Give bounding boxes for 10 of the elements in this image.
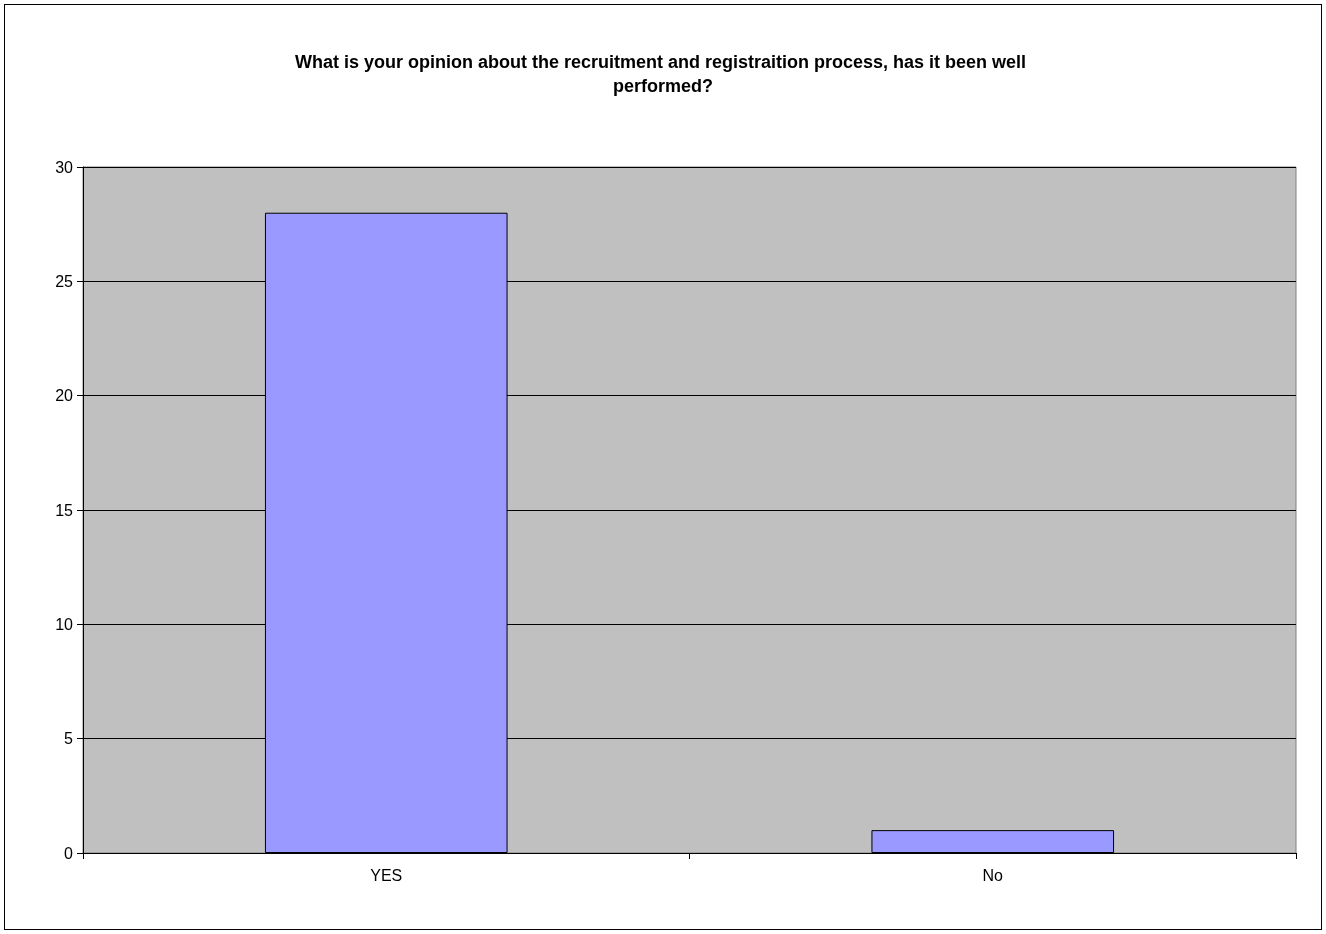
y-tick-label: 0 xyxy=(64,844,74,862)
y-tick-label: 15 xyxy=(55,501,74,519)
y-tick-label: 5 xyxy=(64,730,74,748)
x-tick-label: YES xyxy=(370,866,403,884)
chart-title: What is your opinion about the recruitment and registraition process, has it been well performed? xyxy=(294,52,1032,96)
y-tick-label: 20 xyxy=(55,387,74,405)
y-tick-label: 30 xyxy=(55,158,74,176)
y-tick-label: 25 xyxy=(55,272,74,290)
y-tick-label: 10 xyxy=(55,615,74,633)
x-tick-label: No xyxy=(982,866,1004,884)
